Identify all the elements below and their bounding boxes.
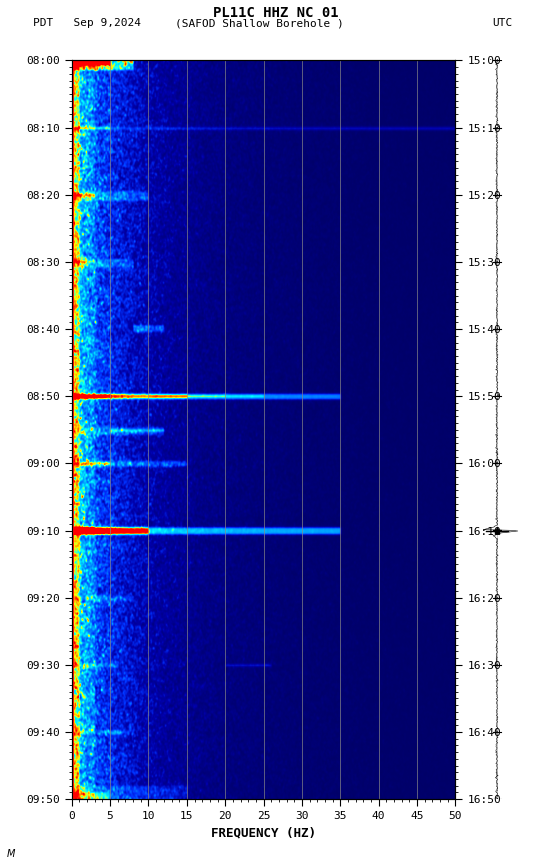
Text: UTC: UTC <box>492 18 512 29</box>
Text: PDT   Sep 9,2024: PDT Sep 9,2024 <box>33 18 141 29</box>
Text: (SAFOD Shallow Borehole ): (SAFOD Shallow Borehole ) <box>175 18 344 29</box>
Text: $\it{M}$: $\it{M}$ <box>6 847 15 859</box>
X-axis label: FREQUENCY (HZ): FREQUENCY (HZ) <box>211 827 316 840</box>
Text: PL11C HHZ NC 01: PL11C HHZ NC 01 <box>213 6 339 20</box>
